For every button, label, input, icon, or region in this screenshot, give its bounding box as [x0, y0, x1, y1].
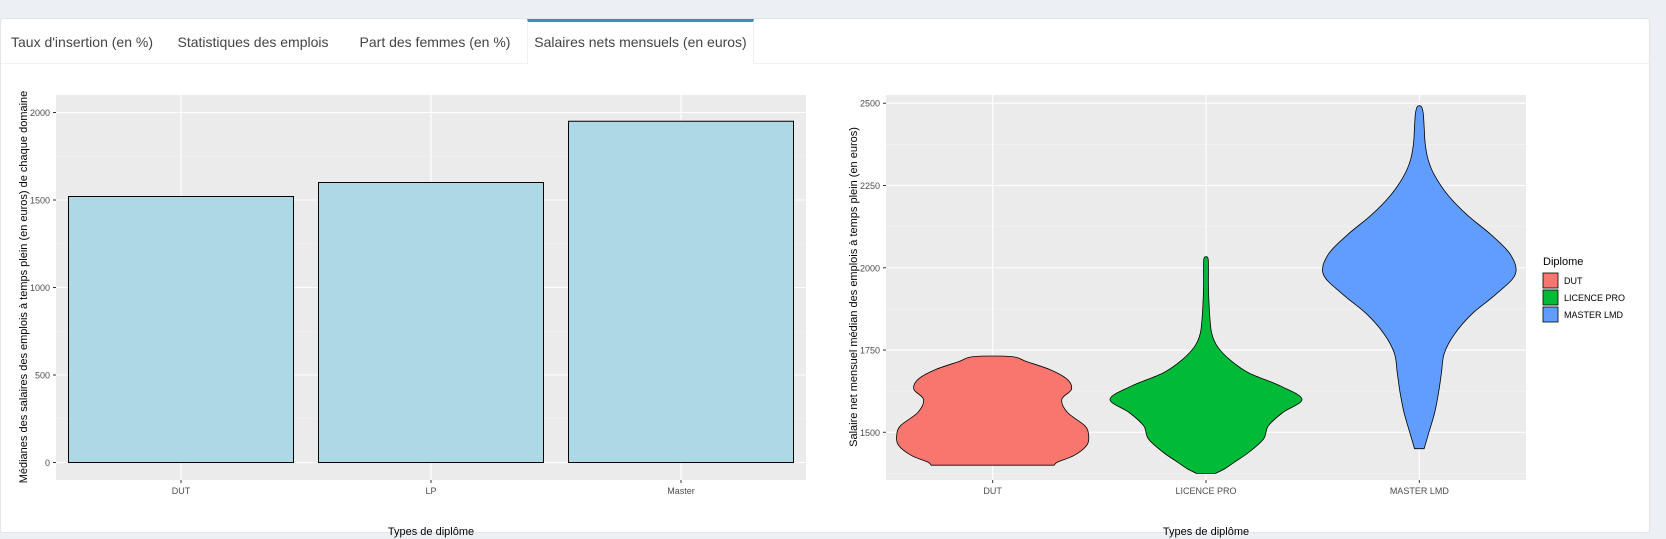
legend-key: [1542, 306, 1559, 323]
x-tick-label: MASTER LMD: [1390, 486, 1450, 496]
tab-net-salaries[interactable]: Salaires nets mensuels (en euros): [527, 19, 754, 64]
y-tick-label: 500: [35, 371, 50, 381]
violin-dut: [896, 355, 1090, 466]
violin-chart-x-ticks: DUT LICENCE PRO MASTER LMD: [983, 480, 1449, 496]
bar-dut: [68, 196, 294, 463]
bar-chart-bars: [68, 120, 794, 463]
violin-chart: 1500 1750 2000 2250 2500 DUT LICENCE PRO MASTE…: [848, 95, 1625, 538]
bar-master: [568, 120, 794, 463]
x-tick-label: DUT: [172, 486, 191, 496]
legend-label: MASTER LMD: [1564, 310, 1624, 320]
legend-label: LICENCE PRO: [1564, 293, 1625, 303]
bar-chart-x-ticks: DUT LP Master: [172, 480, 695, 496]
x-tick-label: LICENCE PRO: [1175, 486, 1236, 496]
y-tick-label: 2000: [860, 263, 880, 273]
x-tick-label: Master: [667, 486, 695, 496]
violin-chart-y-ticks: 1500 1750 2000 2250 2500: [860, 99, 886, 438]
y-tick-label: 1750: [860, 346, 880, 356]
y-tick-label: 1500: [860, 428, 880, 438]
x-tick-label: LP: [425, 486, 436, 496]
bar-chart: 0 500 1000 1500 2000 DUT LP Master Types de di…: [18, 91, 806, 538]
legend-key: [1542, 289, 1559, 306]
x-tick-label: DUT: [983, 486, 1002, 496]
y-tick-label: 0: [45, 458, 50, 468]
y-tick-label: 1000: [30, 283, 50, 293]
tab-women-share[interactable]: Part des femmes (en %): [359, 34, 511, 50]
y-tick-label: 2000: [30, 108, 50, 118]
violin-chart-violins: [896, 105, 1517, 474]
violin-chart-legend: Diplome DUT LICENCE PRO MASTER LMD: [1542, 256, 1625, 323]
violin-chart-y-axis-title: Salaire net mensuel médian des emplois à…: [848, 127, 860, 447]
y-tick-label: 1500: [30, 196, 50, 206]
tab-bar: Taux d'insertion (en %) Statistiques des…: [1, 19, 1649, 64]
bar-chart-y-axis-title: Médianes des salaires des emplois à temp…: [18, 91, 30, 484]
legend-key: [1542, 272, 1559, 289]
bar-lp: [318, 182, 544, 463]
bar-chart-x-axis-title: Types de diplôme: [388, 526, 474, 538]
legend-label: DUT: [1564, 276, 1583, 286]
bar-chart-y-ticks: 0 500 1000 1500 2000: [30, 108, 56, 468]
y-tick-label: 2250: [860, 181, 880, 191]
violin-master-lmd: [1322, 105, 1517, 450]
legend-title: Diplome: [1543, 256, 1583, 268]
tab-panel: Taux d'insertion (en %) Statistiques des…: [0, 18, 1650, 538]
tab-job-statistics[interactable]: Statistiques des emplois: [177, 34, 329, 50]
violin-licence-pro: [1109, 256, 1303, 474]
y-tick-label: 2500: [860, 99, 880, 109]
violin-chart-x-axis-title: Types de diplôme: [1163, 526, 1249, 538]
tab-insertion-rate[interactable]: Taux d'insertion (en %): [11, 34, 153, 50]
